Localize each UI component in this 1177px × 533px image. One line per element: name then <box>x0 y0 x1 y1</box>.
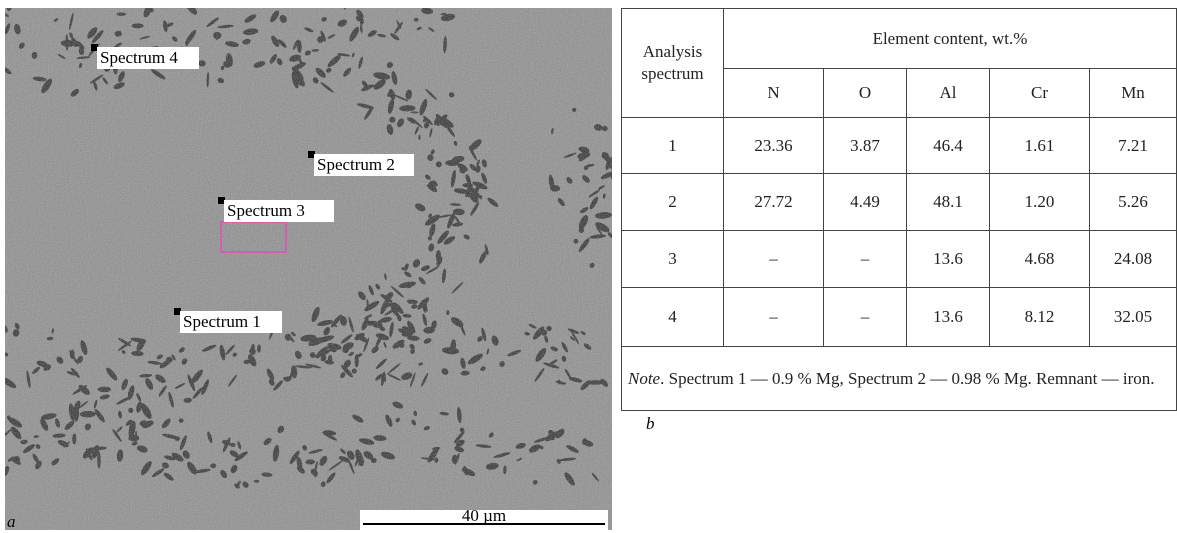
panel-label: a <box>7 512 16 532</box>
table-cell: 13.6 <box>907 231 990 288</box>
marker <box>91 44 98 51</box>
table-cell: 3 <box>622 231 724 288</box>
scale-label: 40 µm <box>462 506 506 525</box>
table-cell: – <box>724 231 824 288</box>
table-cell: 3.87 <box>824 118 907 174</box>
table-cell: 4 <box>622 288 724 347</box>
table-cell: 23.36 <box>724 118 824 174</box>
table-cell: 1 <box>622 118 724 174</box>
header-cell: Mn <box>1090 69 1177 118</box>
table-cell: – <box>824 231 907 288</box>
note-text: . Spectrum 1 — 0.9 % Mg, Spectrum 2 — 0.… <box>660 369 1154 388</box>
table-cell: 48.1 <box>907 174 990 231</box>
spectrum-label: Spectrum 4 <box>100 48 178 67</box>
table-cell: 27.72 <box>724 174 824 231</box>
table-cell: 46.4 <box>907 118 990 174</box>
header-cell: Cr <box>990 69 1090 118</box>
sem-image: Spectrum 1 Spectrum 2 Spectrum 3 Spectrum 4… <box>5 8 612 530</box>
table-cell: 8.12 <box>990 288 1090 347</box>
panel-label: b <box>646 414 655 434</box>
note-cell: Note. Spectrum 1 — 0.9 % Mg, Spectrum 2 … <box>622 347 1177 411</box>
table-cell: 13.6 <box>907 288 990 347</box>
note-row: Note. Spectrum 1 — 0.9 % Mg, Spectrum 2 … <box>622 347 1177 411</box>
note-label: Note <box>628 369 660 388</box>
page: Spectrum 1 Spectrum 2 Spectrum 3 Spectrum 4… <box>0 0 1177 533</box>
table-cell: 24.08 <box>1090 231 1177 288</box>
marker <box>308 151 315 158</box>
spectrum-label: Spectrum 3 <box>227 201 305 220</box>
table-cell: 4.68 <box>990 231 1090 288</box>
header-cell: Al <box>907 69 990 118</box>
spectrum-label: Spectrum 2 <box>317 155 395 174</box>
table-cell: – <box>724 288 824 347</box>
table-cell: 1.20 <box>990 174 1090 231</box>
table-cell: 32.05 <box>1090 288 1177 347</box>
header-cell: O <box>824 69 907 118</box>
table-cell: 1.61 <box>990 118 1090 174</box>
table-cell: – <box>824 288 907 347</box>
marker <box>174 308 181 315</box>
table-cell: 7.21 <box>1090 118 1177 174</box>
spectrum-label: Spectrum 1 <box>183 312 261 331</box>
table-cell: 5.26 <box>1090 174 1177 231</box>
header-cell: Analysis spectrum <box>622 9 724 118</box>
header-cell: N <box>724 69 824 118</box>
table-cell: 4.49 <box>824 174 907 231</box>
table-cell: 2 <box>622 174 724 231</box>
header-cell: Element content, wt.% <box>724 9 1177 69</box>
grain <box>5 8 612 530</box>
marker <box>218 197 225 204</box>
